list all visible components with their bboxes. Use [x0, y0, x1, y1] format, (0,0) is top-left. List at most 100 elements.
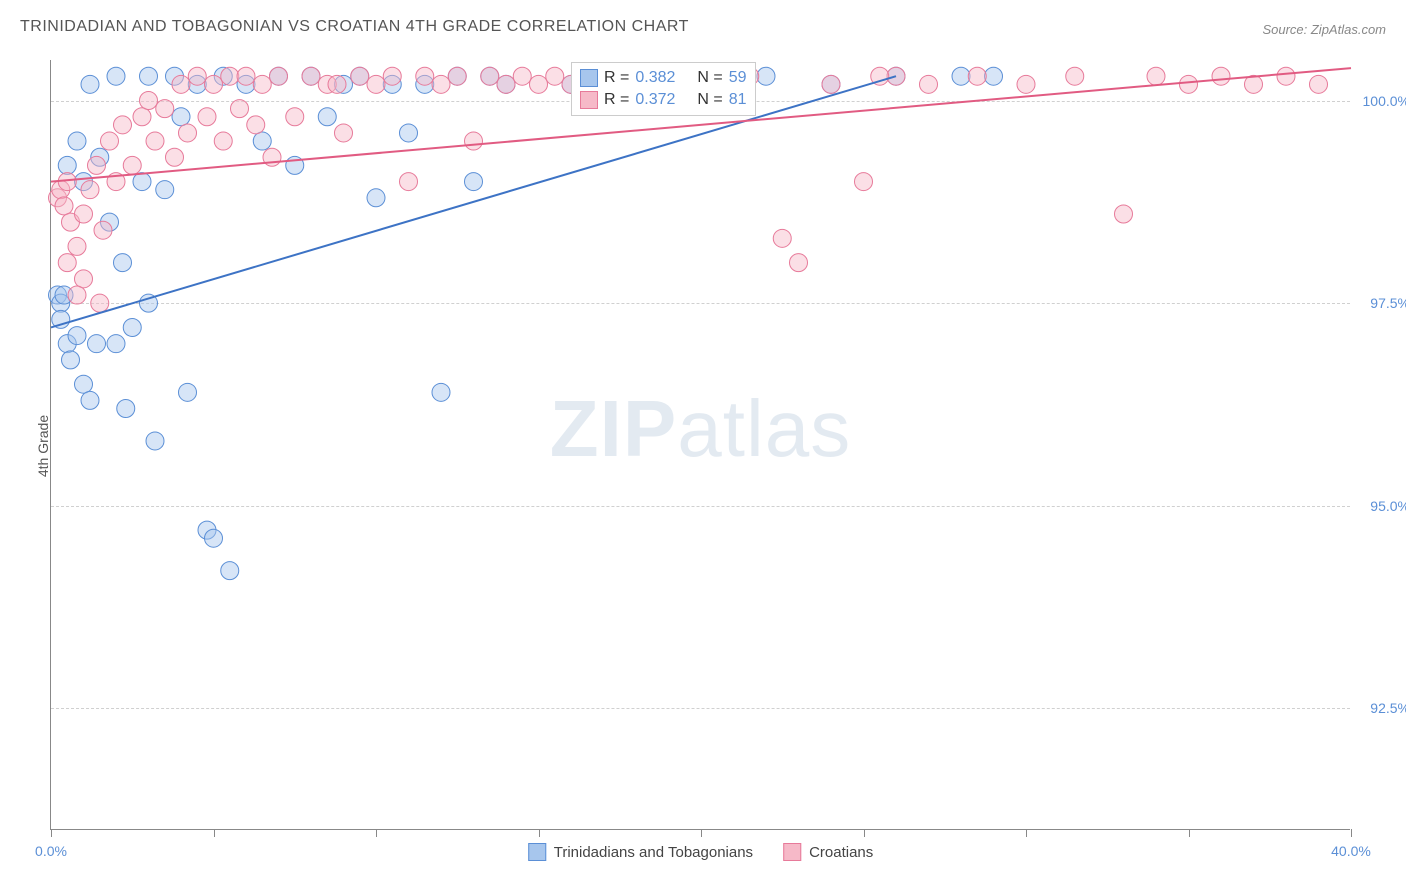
data-point — [1115, 205, 1133, 223]
data-point — [214, 132, 232, 150]
data-point — [62, 351, 80, 369]
data-point — [367, 75, 385, 93]
data-point — [88, 156, 106, 174]
data-point — [68, 327, 86, 345]
data-point — [75, 270, 93, 288]
x-tick-label: 0.0% — [35, 843, 67, 859]
data-point — [855, 173, 873, 191]
data-point — [117, 400, 135, 418]
data-point — [81, 391, 99, 409]
data-point — [172, 75, 190, 93]
data-point — [253, 75, 271, 93]
r-label: R = — [604, 91, 629, 109]
data-point — [58, 156, 76, 174]
data-point — [88, 335, 106, 353]
data-point — [146, 432, 164, 450]
data-point — [416, 67, 434, 85]
legend-swatch-pink — [783, 843, 801, 861]
data-point — [68, 132, 86, 150]
data-point — [985, 67, 1003, 85]
data-point — [231, 100, 249, 118]
x-tick — [1026, 829, 1027, 837]
data-point — [383, 67, 401, 85]
data-point — [237, 67, 255, 85]
legend-swatch-blue — [528, 843, 546, 861]
x-tick — [864, 829, 865, 837]
x-tick — [51, 829, 52, 837]
data-point — [75, 205, 93, 223]
data-point — [335, 124, 353, 142]
r-label: R = — [604, 69, 629, 87]
data-point — [546, 67, 564, 85]
data-point — [286, 108, 304, 126]
data-point — [166, 148, 184, 166]
data-point — [156, 100, 174, 118]
data-point — [179, 383, 197, 401]
data-point — [253, 132, 271, 150]
data-point — [773, 229, 791, 247]
data-point — [1277, 67, 1295, 85]
data-point — [432, 383, 450, 401]
legend-label-series1: Trinidadians and Tobagonians — [554, 844, 753, 861]
data-point — [270, 67, 288, 85]
data-point — [107, 67, 125, 85]
data-point — [58, 254, 76, 272]
data-point — [140, 92, 158, 110]
data-point — [133, 108, 151, 126]
plot-area: ZIPatlas 92.5%95.0%97.5%100.0% 0.0%40.0%… — [50, 60, 1350, 830]
data-point — [432, 75, 450, 93]
data-point — [179, 124, 197, 142]
correlation-legend-row: R =0.382N = 59 — [580, 67, 747, 89]
data-point — [198, 108, 216, 126]
data-point — [221, 562, 239, 580]
data-point — [75, 375, 93, 393]
y-tick-label: 97.5% — [1355, 295, 1406, 311]
data-point — [448, 67, 466, 85]
chart-container: TRINIDADIAN AND TOBAGONIAN VS CROATIAN 4… — [0, 0, 1406, 892]
data-point — [107, 335, 125, 353]
data-point — [968, 67, 986, 85]
data-point — [156, 181, 174, 199]
series-legend: Trinidadians and Tobagonians Croatians — [528, 843, 874, 861]
r-value: 0.382 — [635, 69, 675, 87]
x-tick — [376, 829, 377, 837]
data-point — [1180, 75, 1198, 93]
data-point — [133, 173, 151, 191]
y-tick-label: 92.5% — [1355, 700, 1406, 716]
data-point — [790, 254, 808, 272]
data-point — [757, 67, 775, 85]
data-point — [1310, 75, 1328, 93]
data-point — [920, 75, 938, 93]
data-point — [530, 75, 548, 93]
correlation-legend: R =0.382N = 59R =0.372N = 81 — [571, 62, 756, 116]
data-point — [465, 173, 483, 191]
data-point — [465, 132, 483, 150]
data-point — [81, 75, 99, 93]
data-point — [513, 67, 531, 85]
legend-swatch — [580, 69, 598, 87]
data-point — [205, 75, 223, 93]
scatter-svg — [51, 60, 1350, 829]
data-point — [247, 116, 265, 134]
source-attribution: Source: ZipAtlas.com — [1262, 22, 1386, 37]
data-point — [123, 156, 141, 174]
data-point — [1147, 67, 1165, 85]
legend-item-series1: Trinidadians and Tobagonians — [528, 843, 753, 861]
data-point — [318, 108, 336, 126]
data-point — [400, 124, 418, 142]
chart-title: TRINIDADIAN AND TOBAGONIAN VS CROATIAN 4… — [20, 18, 689, 36]
legend-swatch — [580, 91, 598, 109]
data-point — [481, 67, 499, 85]
data-point — [81, 181, 99, 199]
legend-item-series2: Croatians — [783, 843, 873, 861]
data-point — [123, 318, 141, 336]
data-point — [1066, 67, 1084, 85]
data-point — [146, 132, 164, 150]
x-tick — [701, 829, 702, 837]
x-tick — [1351, 829, 1352, 837]
data-point — [101, 132, 119, 150]
n-label: N = — [697, 69, 722, 87]
data-point — [188, 67, 206, 85]
data-point — [400, 173, 418, 191]
correlation-legend-row: R =0.372N = 81 — [580, 89, 747, 111]
